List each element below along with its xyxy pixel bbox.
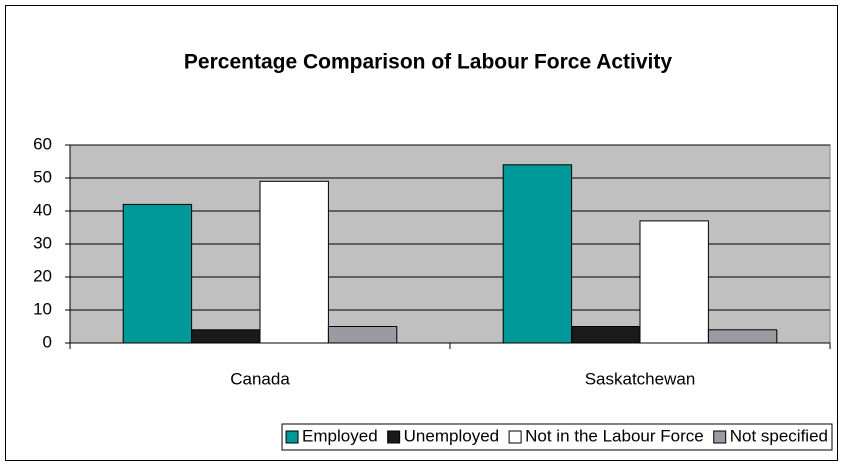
y-tick-label: 50 bbox=[33, 167, 52, 186]
bar bbox=[571, 326, 641, 344]
bar bbox=[707, 329, 778, 344]
legend-label: Not specified bbox=[730, 426, 828, 445]
legend-swatch bbox=[285, 430, 299, 444]
y-tick-label: 30 bbox=[33, 233, 52, 252]
legend-swatch bbox=[508, 430, 522, 444]
bar bbox=[191, 329, 261, 344]
y-tick-label: 0 bbox=[43, 332, 52, 351]
y-tick-label: 10 bbox=[33, 299, 52, 318]
legend-box bbox=[281, 423, 833, 451]
bar bbox=[122, 203, 193, 344]
bar bbox=[639, 220, 709, 344]
bar bbox=[259, 180, 329, 344]
legend: Employed Unemployed Not in the Labour Forc… bbox=[285, 426, 828, 445]
legend-swatch bbox=[387, 430, 401, 444]
bar bbox=[502, 164, 573, 344]
legend-label: Employed bbox=[302, 426, 378, 445]
legend-label: Not in the Labour Force bbox=[525, 426, 704, 445]
bar bbox=[327, 326, 398, 344]
x-tick-label: Canada bbox=[230, 369, 290, 388]
y-tick-label: 60 bbox=[33, 134, 52, 153]
legend-swatch bbox=[713, 430, 727, 444]
y-tick-label: 20 bbox=[33, 266, 52, 285]
legend-label: Unemployed bbox=[404, 426, 499, 445]
x-tick-label: Saskatchewan bbox=[585, 369, 696, 388]
chart-title: Percentage Comparison of Labour Force Ac… bbox=[184, 51, 672, 74]
y-tick-label: 40 bbox=[33, 200, 52, 219]
